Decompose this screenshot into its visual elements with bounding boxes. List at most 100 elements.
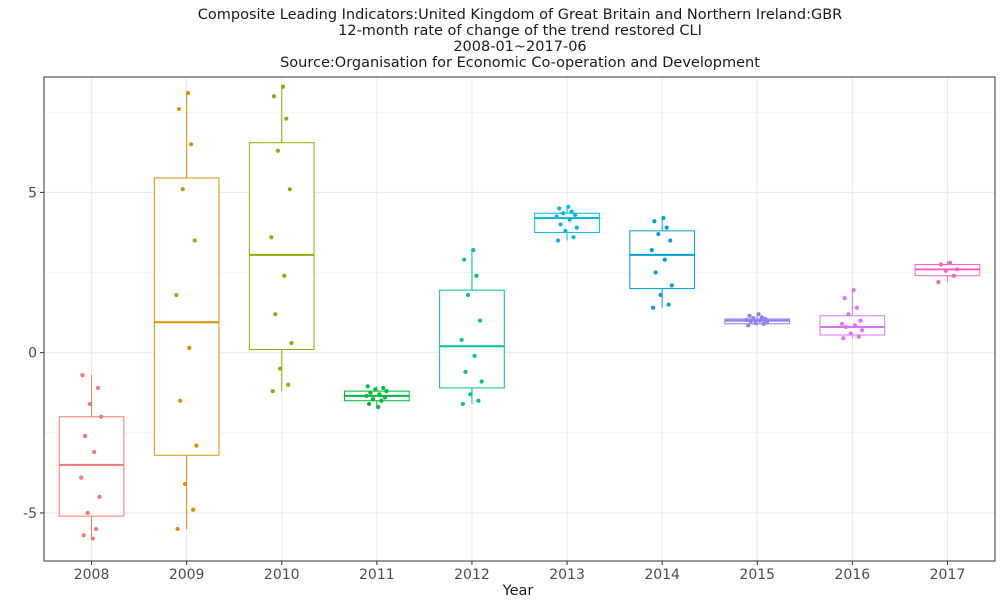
point-2009 bbox=[178, 398, 183, 403]
point-2016 bbox=[851, 288, 856, 293]
point-2015 bbox=[759, 315, 764, 320]
point-2012 bbox=[463, 369, 468, 374]
point-2011 bbox=[368, 390, 373, 395]
y-axis: -5 0 5 bbox=[23, 185, 44, 522]
point-2015 bbox=[748, 319, 753, 324]
chart-title: Composite Leading Indicators:United King… bbox=[198, 7, 842, 71]
box-2012 bbox=[439, 250, 505, 404]
point-2015 bbox=[751, 315, 756, 321]
point-2013 bbox=[569, 209, 574, 214]
point-2015 bbox=[757, 318, 762, 323]
x-tick-label: 2010 bbox=[264, 567, 300, 583]
point-2008 bbox=[82, 433, 88, 439]
x-tick-label: 2008 bbox=[74, 567, 110, 583]
point-2015 bbox=[764, 320, 770, 325]
box-2009 bbox=[153, 93, 220, 529]
x-tick-label: 2015 bbox=[739, 567, 775, 583]
point-2016 bbox=[858, 318, 863, 323]
point-2016 bbox=[842, 296, 847, 301]
point-2009 bbox=[192, 238, 197, 243]
x-tick-label: 2012 bbox=[454, 567, 490, 583]
point-2015 bbox=[744, 317, 750, 323]
point-2010 bbox=[270, 389, 275, 394]
plot-panel bbox=[43, 76, 996, 562]
box-iqr bbox=[629, 230, 695, 290]
point-2016 bbox=[846, 312, 851, 317]
y-tick-label: 5 bbox=[28, 185, 37, 201]
point-2011 bbox=[370, 397, 376, 402]
point-2013 bbox=[557, 206, 562, 211]
point-2008 bbox=[95, 385, 101, 391]
point-2011 bbox=[364, 393, 369, 399]
point-2008 bbox=[99, 414, 104, 419]
point-2012 bbox=[479, 379, 484, 384]
point-2017 bbox=[943, 268, 948, 274]
panel-border bbox=[43, 76, 996, 562]
point-2012 bbox=[474, 273, 479, 278]
x-tick-label: 2011 bbox=[359, 567, 395, 583]
point-2011 bbox=[365, 384, 370, 389]
point-2017 bbox=[938, 262, 944, 267]
point-2008 bbox=[87, 401, 93, 407]
point-2014 bbox=[669, 283, 674, 288]
point-2010 bbox=[287, 187, 292, 192]
box-2011 bbox=[344, 386, 410, 408]
point-2013 bbox=[558, 222, 563, 227]
x-axis: 2008 2009 2010 2011 2012 2013 2014 2015 2016 2017 bbox=[74, 561, 965, 583]
point-2010 bbox=[284, 116, 289, 121]
title-line-4: Source:Organisation for Economic Co-oper… bbox=[280, 55, 760, 71]
point-2009 bbox=[189, 142, 194, 147]
point-2014 bbox=[653, 270, 658, 275]
point-2013 bbox=[571, 235, 576, 240]
point-2012 bbox=[476, 398, 481, 403]
point-2012 bbox=[462, 257, 467, 262]
point-2011 bbox=[384, 389, 389, 394]
point-2009 bbox=[180, 187, 185, 192]
point-2016 bbox=[852, 323, 858, 328]
box-layer bbox=[58, 86, 981, 539]
point-2011 bbox=[373, 387, 378, 392]
point-2014 bbox=[649, 247, 654, 253]
point-2011 bbox=[377, 392, 382, 397]
box-2010 bbox=[248, 86, 315, 392]
point-2017 bbox=[955, 267, 960, 272]
x-tick-label: 2009 bbox=[169, 567, 205, 583]
point-2015 bbox=[756, 312, 761, 317]
box-iqr bbox=[819, 315, 886, 336]
box-iqr bbox=[248, 142, 315, 350]
box-2008 bbox=[58, 375, 125, 539]
point-2008 bbox=[93, 526, 99, 532]
point-2010 bbox=[271, 94, 277, 99]
point-2014 bbox=[668, 238, 673, 243]
box-iqr bbox=[58, 416, 125, 517]
point-2016 bbox=[839, 321, 845, 326]
title-line-2: 12-month rate of change of the trend res… bbox=[338, 23, 702, 39]
point-2013 bbox=[566, 204, 571, 209]
point-2008 bbox=[85, 510, 90, 516]
point-2014 bbox=[656, 231, 661, 237]
point-2008 bbox=[81, 533, 86, 538]
point-2011 bbox=[376, 405, 381, 410]
point-2010 bbox=[282, 273, 287, 278]
point-2016 bbox=[843, 324, 848, 330]
point-layer bbox=[79, 84, 960, 541]
box-2016 bbox=[819, 290, 886, 339]
point-2017 bbox=[951, 273, 957, 278]
point-2010 bbox=[269, 235, 274, 240]
point-2011 bbox=[382, 395, 388, 400]
point-2009 bbox=[175, 526, 180, 532]
title-line-1: Composite Leading Indicators:United King… bbox=[198, 7, 842, 23]
point-2009 bbox=[191, 507, 196, 512]
point-2011 bbox=[379, 398, 384, 403]
point-2011 bbox=[381, 385, 386, 391]
box-iqr bbox=[153, 177, 220, 456]
point-2010 bbox=[286, 382, 291, 387]
point-2016 bbox=[841, 336, 846, 341]
y-tick-label: -5 bbox=[23, 506, 37, 522]
x-tick-label: 2013 bbox=[549, 567, 585, 583]
point-2010 bbox=[289, 340, 294, 346]
point-2014 bbox=[666, 302, 671, 307]
box-iqr bbox=[439, 289, 505, 389]
box-2014 bbox=[629, 218, 695, 308]
